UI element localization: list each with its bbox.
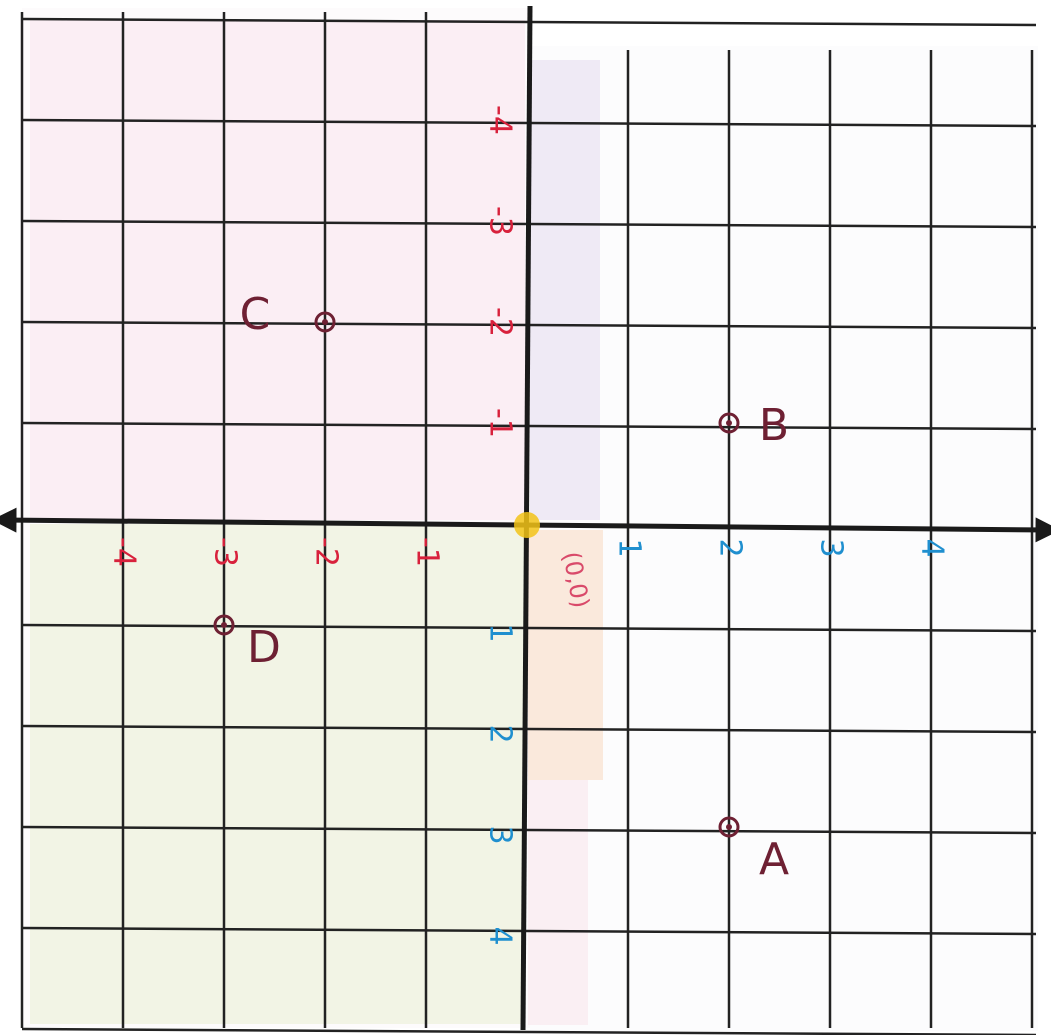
y-tick-label: -1 (483, 408, 518, 438)
shade-pink (30, 20, 525, 520)
y-tick-label: 3 (483, 825, 518, 844)
point-label: B (759, 400, 789, 451)
y-tick-label: 1 (483, 623, 518, 642)
x-tick-label: 2 (713, 538, 748, 557)
x-tick-label: -3 (208, 537, 243, 567)
grid-line (21, 825, 1037, 835)
x-tick-label: -4 (107, 537, 142, 567)
grid-line (21, 926, 1037, 936)
y-tick-label: -3 (483, 206, 518, 236)
point (314, 311, 336, 333)
shade-orange (528, 530, 603, 780)
y-tick-label: 4 (483, 926, 518, 945)
tick-labels: -4 -3 -2 -1 1 2 3 4 -4 -3 -2 -1 1 2 3 4 (107, 105, 950, 946)
shade-purple (530, 60, 600, 520)
point-center (726, 824, 732, 830)
x-tick-label: 4 (915, 538, 950, 557)
point-label: D (247, 622, 281, 673)
x-tick-label: 3 (814, 538, 849, 557)
point-center (221, 622, 227, 628)
point-label: A (759, 834, 789, 885)
y-tick-label: -2 (483, 307, 518, 337)
origin-dot (514, 512, 540, 538)
point (213, 614, 235, 636)
point (718, 816, 740, 838)
grid-line (21, 724, 1037, 734)
y-tick-label: 2 (483, 724, 518, 743)
point-label: C (240, 289, 271, 340)
grid-line (21, 623, 1037, 633)
x-tick-label: -2 (309, 537, 344, 567)
point (718, 412, 740, 434)
x-tick-label: 1 (612, 538, 647, 557)
point-center (726, 420, 732, 426)
y-tick-label: -4 (483, 105, 518, 135)
shade-pink-lower (528, 780, 588, 1025)
point-center (322, 319, 328, 325)
shade-green (30, 524, 525, 1024)
x-tick-label: -1 (410, 537, 445, 567)
points: A B C D (213, 289, 789, 885)
grid-line (21, 1027, 1037, 1035)
